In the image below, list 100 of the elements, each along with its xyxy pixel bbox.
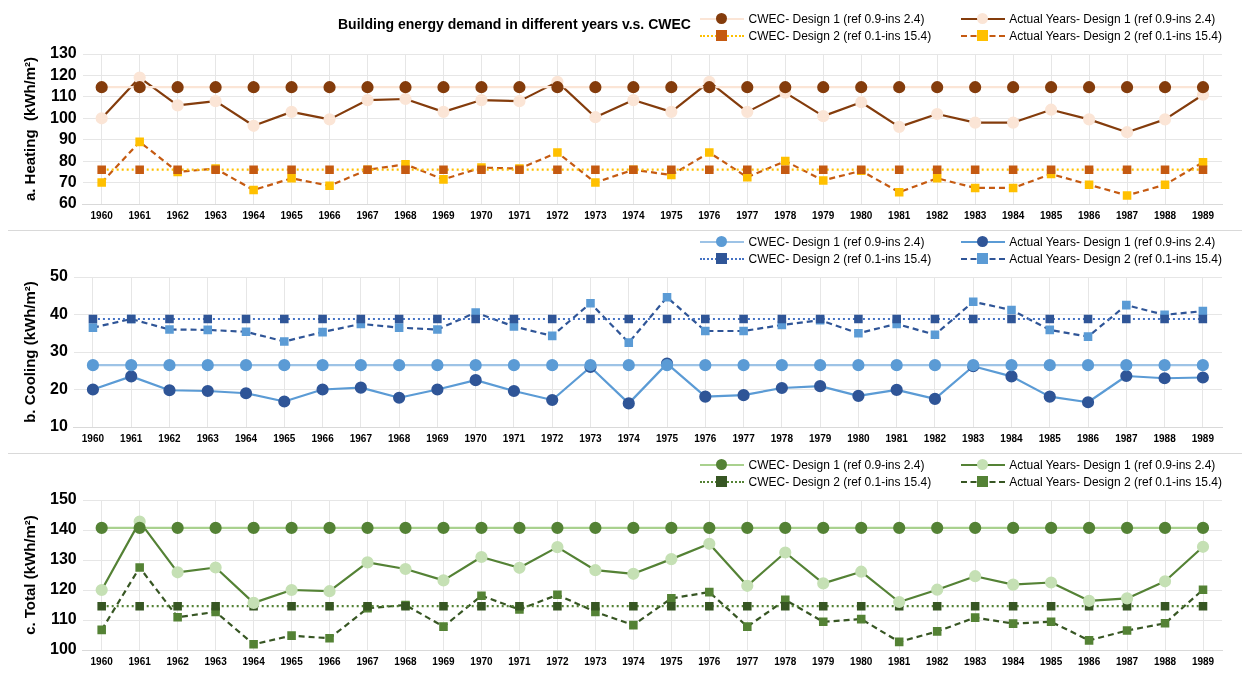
legend-label: Actual Years- Design 1 (ref 0.9-ins 2.4)	[1009, 12, 1216, 26]
y-tick-label: 50	[50, 267, 68, 285]
x-tick-label: 1962	[166, 655, 190, 667]
x-tick-label: 1967	[356, 655, 380, 667]
x-tick-label: 1969	[426, 432, 449, 444]
y-tick-label: 30	[50, 342, 68, 360]
x-tick-label: 1981	[888, 655, 911, 667]
x-tick-label: 1982	[926, 655, 949, 667]
y-tick-label: 110	[50, 87, 77, 105]
legend-label: CWEC- Design 1 (ref 0.9-ins 2.4)	[748, 235, 925, 249]
legend-label: CWEC- Design 1 (ref 0.9-ins 2.4)	[748, 458, 925, 472]
y-tick-label: 60	[58, 194, 77, 212]
x-tick-label: 1982	[926, 209, 949, 221]
x-tick-label: 1972	[546, 209, 569, 221]
x-tick-label: 1985	[1039, 655, 1063, 667]
x-tick-label: 1971	[508, 655, 531, 667]
x-tick-label: 1962	[158, 432, 182, 444]
x-tick-label: 1976	[698, 209, 721, 221]
y-tick-label: 130	[49, 44, 77, 62]
y-tick-label: 130	[49, 550, 77, 568]
x-tick-label: 1974	[617, 432, 641, 444]
x-tick-label: 1963	[196, 432, 220, 444]
x-tick-label: 1985	[1038, 432, 1062, 444]
x-tick-label: 1975	[655, 432, 679, 444]
y-axis-title: c. Total (kWh/m²)	[21, 515, 39, 635]
y-tick-label: 120	[49, 65, 77, 83]
y-tick-label: 90	[58, 130, 77, 148]
x-tick-label: 1989	[1191, 432, 1215, 444]
x-tick-label: 1973	[584, 209, 607, 221]
x-tick-label: 1962	[166, 209, 190, 221]
x-tick-label: 1972	[541, 432, 564, 444]
y-tick-label: 70	[58, 172, 77, 190]
x-tick-label: 1971	[508, 209, 531, 221]
x-tick-label: 1961	[120, 432, 143, 444]
x-tick-label: 1984	[1002, 655, 1025, 667]
x-tick-label: 1968	[388, 432, 411, 444]
y-tick-label: 110	[50, 610, 77, 628]
x-tick-label: 1961	[128, 655, 152, 667]
x-tick-label: 1966	[318, 655, 342, 667]
x-tick-label: 1975	[660, 655, 683, 667]
x-tick-label: 1972	[546, 655, 569, 667]
legend-label: CWEC- Design 1 (ref 0.9-ins 2.4)	[748, 12, 925, 26]
x-tick-label: 1986	[1076, 432, 1100, 444]
x-tick-label: 1989	[1191, 655, 1215, 667]
legend-label: CWEC- Design 2 (ref 0.1-ins 15.4)	[748, 252, 932, 266]
x-tick-label: 1973	[579, 432, 603, 444]
x-tick-label: 1977	[732, 432, 756, 444]
y-tick-label: 140	[49, 520, 77, 538]
x-tick-label: 1970	[470, 655, 494, 667]
y-tick-label: 150	[49, 490, 77, 508]
x-tick-label: 1971	[502, 432, 526, 444]
x-tick-label: 1965	[280, 209, 304, 221]
x-tick-label: 1985	[1039, 209, 1063, 221]
y-tick-label: 100	[49, 108, 77, 126]
x-tick-label: 1986	[1077, 655, 1101, 667]
legend-label: CWEC- Design 2 (ref 0.1-ins 15.4)	[748, 29, 932, 43]
x-tick-label: 1981	[888, 209, 911, 221]
x-tick-label: 1978	[770, 432, 794, 444]
legend-label: Actual Years- Design 2 (ref 0.1-ins 15.4)	[1009, 29, 1222, 43]
x-tick-label: 1987	[1115, 655, 1139, 667]
y-tick-label: 80	[58, 151, 77, 169]
legend-label: CWEC- Design 2 (ref 0.1-ins 15.4)	[748, 475, 932, 489]
x-tick-label: 1986	[1077, 209, 1101, 221]
x-tick-label: 1978	[774, 209, 797, 221]
x-tick-label: 1977	[736, 655, 759, 667]
x-tick-label: 1984	[1002, 209, 1025, 221]
x-tick-label: 1979	[812, 209, 835, 221]
x-tick-label: 1980	[850, 655, 873, 667]
x-tick-label: 1979	[809, 432, 832, 444]
x-tick-label: 1974	[622, 209, 645, 221]
x-tick-label: 1987	[1115, 209, 1139, 221]
x-tick-label: 1966	[311, 432, 335, 444]
x-tick-label: 1981	[885, 432, 909, 444]
y-axis-title: a. Heating (kWh/m²)	[21, 56, 39, 202]
x-tick-label: 1979	[812, 655, 835, 667]
x-tick-label: 1960	[90, 655, 114, 667]
x-tick-label: 1969	[432, 655, 456, 667]
x-tick-label: 1975	[660, 209, 683, 221]
x-tick-label: 1988	[1153, 655, 1177, 667]
x-tick-label: 1967	[356, 209, 380, 221]
x-tick-label: 1973	[584, 655, 607, 667]
legend-label: Actual Years- Design 1 (ref 0.9-ins 2.4)	[1009, 458, 1216, 472]
y-tick-label: 20	[50, 379, 68, 397]
x-tick-label: 1968	[394, 655, 418, 667]
x-tick-label: 1964	[234, 432, 258, 444]
x-tick-label: 1987	[1115, 432, 1138, 444]
x-tick-label: 1983	[962, 432, 985, 444]
x-tick-label: 1984	[1000, 432, 1024, 444]
x-tick-label: 1970	[470, 209, 494, 221]
x-tick-label: 1980	[850, 209, 873, 221]
x-tick-label: 1967	[349, 432, 373, 444]
legend-label: Actual Years- Design 2 (ref 0.1-ins 15.4)	[1009, 252, 1222, 266]
y-tick-label: 120	[49, 580, 77, 598]
x-tick-label: 1983	[964, 209, 987, 221]
x-tick-label: 1983	[964, 655, 987, 667]
x-tick-label: 1982	[923, 432, 947, 444]
x-tick-label: 1968	[394, 209, 418, 221]
x-tick-label: 1966	[318, 209, 342, 221]
x-tick-label: 1964	[242, 209, 266, 221]
x-tick-label: 1965	[280, 655, 304, 667]
